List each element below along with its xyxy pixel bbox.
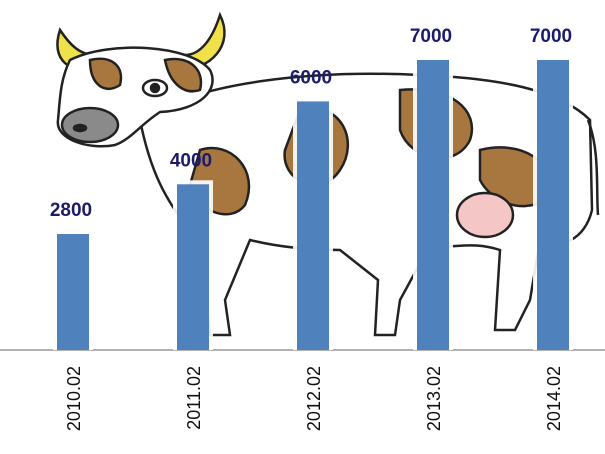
value-label: 7000	[530, 26, 572, 47]
x-tick-label: 2010.02	[64, 366, 84, 431]
value-label: 2800	[50, 200, 92, 221]
bar	[57, 234, 89, 350]
bar	[177, 184, 209, 350]
bar	[417, 60, 449, 350]
x-tick-label: 2012.02	[304, 366, 324, 431]
value-label: 7000	[410, 26, 452, 47]
x-tick-label: 2014.02	[544, 366, 564, 431]
x-tick-label: 2013.02	[424, 366, 444, 431]
value-label: 6000	[290, 67, 332, 88]
bar	[537, 60, 569, 350]
bar	[297, 101, 329, 350]
value-label: 4000	[170, 150, 212, 171]
x-tick-label: 2011.02	[184, 366, 204, 430]
